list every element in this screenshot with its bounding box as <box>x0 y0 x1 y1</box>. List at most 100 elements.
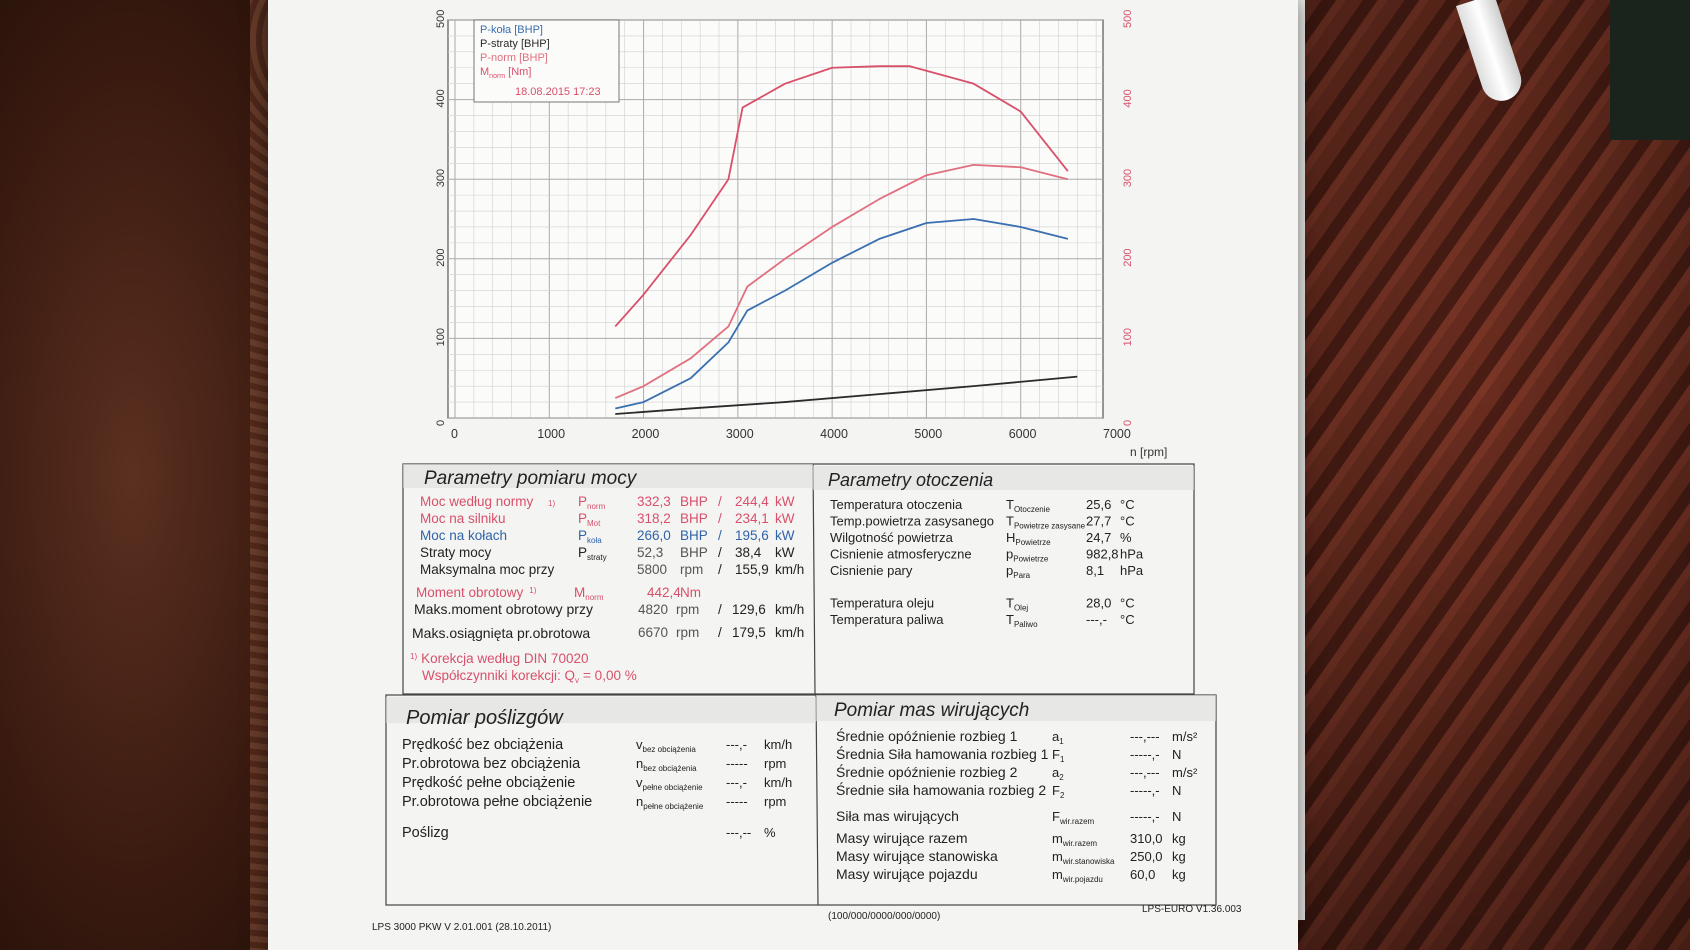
y-left-tick-1: 100 <box>435 328 447 346</box>
env-row-unit-4: hPa <box>1120 563 1144 578</box>
power-row-value1-0: 332,3 <box>637 494 671 509</box>
slip-row-unit-4: % <box>764 825 776 840</box>
max-rpm-speed-unit: km/h <box>775 625 804 640</box>
dyno-chart: 0 1000 2000 3000 4000 5000 6000 7000 0100200300… <box>435 10 1167 459</box>
torque-block: Moment obrotowy 1) Mnorm 442,4 Nm Maks.mo… <box>410 585 804 685</box>
env-row-symbol-4: pPara <box>1006 563 1031 580</box>
legend-date: 18.08.2015 17:23 <box>515 86 601 98</box>
max-torque-label: Maks.moment obrotowy przy <box>414 601 593 617</box>
env-row-unit-0: °C <box>1120 497 1135 512</box>
x-tick-6: 6000 <box>1009 427 1037 441</box>
mass-row-value-5: 310,0 <box>1130 831 1163 846</box>
mass-row-symbol-1: F1 <box>1052 747 1065 764</box>
power-row-label-1: Moc na silniku <box>420 511 506 526</box>
x-tick-7: 7000 <box>1103 427 1131 441</box>
mass-row-symbol-3: F2 <box>1052 783 1065 800</box>
power-row-label-3: Straty mocy <box>420 545 492 560</box>
mass-row-symbol-2: a2 <box>1052 765 1064 782</box>
x-tick-5: 5000 <box>914 427 942 441</box>
env-row-value-0: 25,6 <box>1086 497 1111 512</box>
max-rpm-speed: 179,5 <box>732 625 766 640</box>
y-left-ticks: 0 100 200 300 400 500 <box>435 10 447 426</box>
max-torque-rpm: 4820 <box>638 602 668 617</box>
mass-row-unit-2: m/s² <box>1172 765 1198 780</box>
power-row-symbol-0: Pnorm <box>578 494 606 511</box>
mass-row-unit-3: N <box>1172 783 1181 798</box>
footer-euro-version: LPS-EURO V1.36.003 <box>1142 904 1242 915</box>
power-row-unit1-0: BHP <box>680 494 708 509</box>
env-row-symbol-0: TOtoczenie <box>1006 497 1051 514</box>
power-section-title: Parametry pomiaru mocy <box>424 468 638 489</box>
power-row-value1-4: 5800 <box>637 562 667 577</box>
env-row-label-4: Cisnienie pary <box>830 563 913 578</box>
env-row-symbol-2: HPowietrze <box>1006 530 1051 547</box>
slip-row-label-3: Pr.obrotowa pełne obciążenie <box>402 794 592 810</box>
mass-row-symbol-5: mwir.razem <box>1052 831 1097 848</box>
series-line-1 <box>615 218 1069 410</box>
mass-row-label-0: Średnie opóźnienie rozbieg 1 <box>836 727 1018 744</box>
series-line-3 <box>614 65 1069 328</box>
env-row-unit-3: hPa <box>1120 547 1144 562</box>
env-row-label-6: Temperatura paliwa <box>830 612 944 627</box>
mass-row-value-0: ---,--- <box>1130 729 1160 744</box>
slip-row-symbol-2: vpełne obciążenie <box>636 775 703 792</box>
env-row-unit-5: °C <box>1120 596 1135 611</box>
series-line-2 <box>615 375 1078 415</box>
max-torque-speed: 129,6 <box>732 602 766 617</box>
env-row-label-5: Temperatura oleju <box>830 596 934 611</box>
power-row-value1-2: 266,0 <box>637 528 671 543</box>
mass-row-label-5: Masy wirujące razem <box>836 830 967 846</box>
power-row-value2-0: 244,4 <box>735 494 769 509</box>
max-rpm-sep: / <box>718 625 722 640</box>
power-row-unit1-2: BHP <box>680 528 708 543</box>
mass-row-symbol-6: mwir.stanowiska <box>1052 849 1115 866</box>
power-row-sep-0: / <box>718 494 722 509</box>
mass-row-value-3: -----,- <box>1130 783 1160 798</box>
power-row-sep-4: / <box>718 562 722 577</box>
env-row-value-4: 8,1 <box>1086 563 1104 578</box>
legend-p-kola: P-koła [BHP] <box>480 24 543 36</box>
power-row-unit2-2: kW <box>775 528 795 543</box>
slip-row-value-1: ----- <box>726 756 748 771</box>
max-torque-rpm-unit: rpm <box>676 602 699 617</box>
power-row-unit1-1: BHP <box>680 511 708 526</box>
power-row-label-2: Moc na kołach <box>420 528 507 543</box>
mass-row-label-4: Siła mas wirujących <box>836 808 959 824</box>
env-row-unit-2: % <box>1120 530 1132 545</box>
y-right-ticks: 0 100 200 300 400 500 <box>1122 10 1134 426</box>
correction-coefficient: Współczynniki korekcji: Qv = 0,00 % <box>422 668 637 685</box>
power-row-value2-3: 38,4 <box>735 545 762 560</box>
power-rows: Moc według normy 1) Pnorm 332,3 BHP / 244,4 kW… <box>420 494 804 577</box>
footer-software-version: LPS 3000 PKW V 2.01.001 (28.10.2011) <box>372 922 551 933</box>
y-left-tick-5: 500 <box>435 10 447 28</box>
power-row-label-4: Maksymalna moc przy <box>420 562 555 577</box>
env-row-label-3: Cisnienie atmosferyczne <box>830 547 972 562</box>
mass-row-unit-0: m/s² <box>1172 729 1198 744</box>
env-row-value-1: 27,7 <box>1086 514 1111 529</box>
power-row-symbol-1: PMot <box>578 511 601 528</box>
slip-row-symbol-1: nbez obciążenia <box>636 756 697 773</box>
mass-rows: Średnie opóźnienie rozbieg 1 a1 ---,--- m/s… <box>836 727 1198 884</box>
mass-row-label-7: Masy wirujące pojazdu <box>836 866 978 882</box>
mass-row-value-4: -----,- <box>1130 809 1160 824</box>
max-rpm-value: 6670 <box>638 625 668 640</box>
env-row-label-1: Temp.powietrza zasysanego <box>830 514 994 529</box>
chart-curves <box>614 65 1078 415</box>
power-row-symbol-2: Pkoła <box>578 528 602 545</box>
legend-m-norm: Mnorm [Nm] <box>480 66 531 80</box>
env-rows: Temperatura otoczenia TOtoczenie 25,6 °C Tem… <box>830 497 1144 629</box>
slip-row-unit-3: rpm <box>764 794 786 809</box>
env-row-value-6: ---,- <box>1086 612 1107 627</box>
mass-row-value-2: ---,--- <box>1130 765 1160 780</box>
y-right-tick-3: 300 <box>1122 169 1134 187</box>
y-left-tick-2: 200 <box>435 248 447 266</box>
mass-row-unit-1: N <box>1172 747 1181 762</box>
x-tick-1: 1000 <box>537 427 565 441</box>
slip-row-label-2: Prędkość pełne obciążenie <box>402 775 575 791</box>
power-row-value2-2: 195,6 <box>735 528 769 543</box>
power-row-value1-1: 318,2 <box>637 511 671 526</box>
y-right-tick-5: 500 <box>1122 10 1134 28</box>
max-rpm-unit: rpm <box>676 625 699 640</box>
chart-legend: P-koła [BHP] P-straty [BHP] P-norm [BHP]… <box>473 19 620 103</box>
mass-row-label-6: Masy wirujące stanowiska <box>836 848 998 864</box>
